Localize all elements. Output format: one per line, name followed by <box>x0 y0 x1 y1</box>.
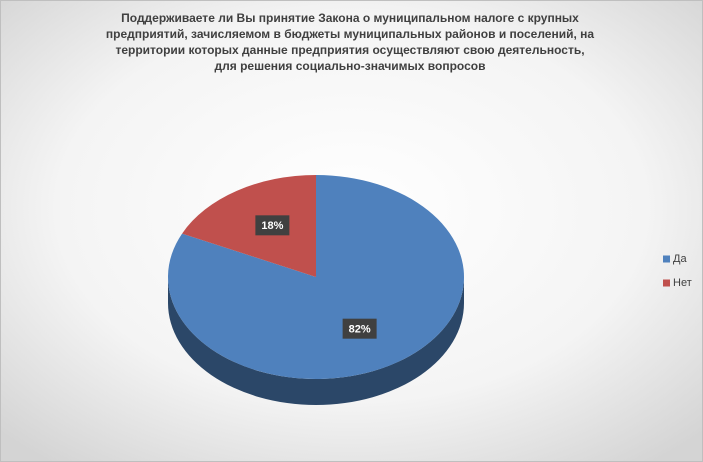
legend-marker <box>663 255 670 263</box>
legend-label: Нет <box>673 277 692 289</box>
data-label: 82% <box>349 324 371 336</box>
legend-label: Да <box>673 253 687 265</box>
pie-side <box>168 277 464 405</box>
data-label: 18% <box>261 220 283 232</box>
data-label-box <box>255 215 290 236</box>
legend-marker <box>663 279 670 287</box>
pie-slice <box>168 175 465 380</box>
pie-slice <box>182 175 316 277</box>
data-label-box <box>342 318 377 339</box>
chart-title: Поддерживаете ли Вы принятие Закона о му… <box>105 11 595 73</box>
